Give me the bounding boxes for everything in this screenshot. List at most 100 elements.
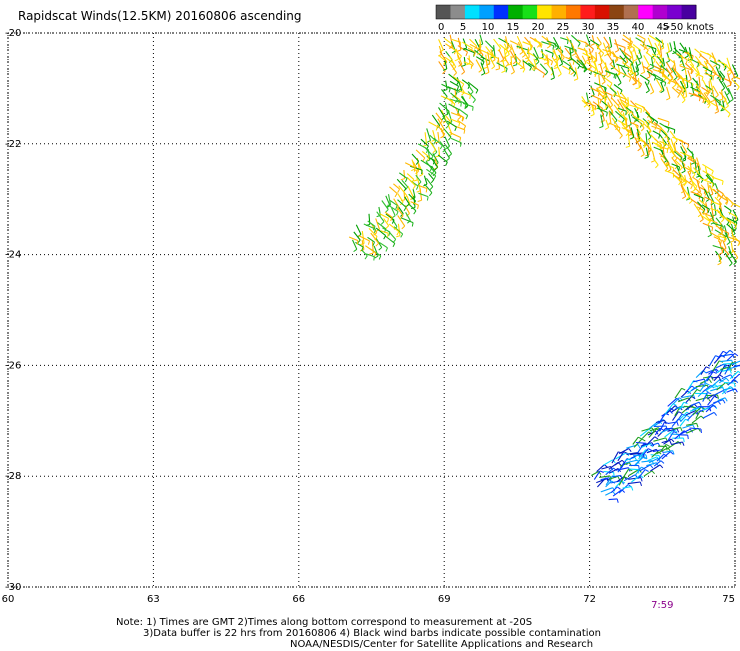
- wind-barb-flag: [642, 439, 645, 441]
- wind-barb: [368, 237, 375, 242]
- wind-barb: [672, 164, 680, 167]
- wind-barb-flag: [698, 63, 699, 67]
- wind-barb-flag: [462, 84, 464, 88]
- wind-barb: [615, 460, 623, 465]
- wind-barb-flag: [624, 48, 625, 52]
- wind-barb-flag: [448, 137, 451, 140]
- wind-barb-flag: [433, 150, 436, 153]
- wind-barb-flag: [702, 198, 703, 202]
- wind-barb-flag: [462, 72, 465, 75]
- wind-barb: [724, 206, 731, 211]
- wind-barb-flag: [369, 253, 373, 254]
- wind-barb: [494, 45, 495, 57]
- wind-barb-flag: [502, 71, 506, 73]
- wind-barb-flag: [578, 43, 580, 46]
- wind-barb: [546, 57, 553, 61]
- wind-barb-flag: [401, 234, 403, 237]
- wind-barb-flag: [725, 398, 727, 402]
- wind-barb-flag: [622, 119, 624, 122]
- wind-barb: [424, 176, 427, 185]
- wind-barb: [705, 74, 714, 77]
- wind-barb: [497, 63, 508, 69]
- note-line-3: NOAA/NESDIS/Center for Satellite Applica…: [290, 639, 593, 651]
- wind-barb-flag: [686, 60, 687, 64]
- wind-barb-flag: [457, 50, 461, 52]
- wind-barb: [597, 37, 601, 44]
- wind-barb-flag: [479, 70, 482, 73]
- wind-barb-flag: [379, 248, 382, 251]
- legend-color-swatch: [653, 5, 668, 19]
- wind-barb-flag: [413, 186, 415, 189]
- wind-barb-flag: [646, 91, 649, 93]
- wind-barb-flag: [682, 197, 685, 199]
- wind-barb: [629, 469, 638, 470]
- wind-barb-flag: [692, 56, 693, 60]
- wind-barb: [688, 70, 691, 79]
- wind-barb: [635, 108, 639, 117]
- wind-barb-flag: [687, 415, 690, 417]
- wind-barb-flag: [506, 51, 508, 55]
- wind-barb: [429, 122, 438, 127]
- wind-barb-flag: [677, 422, 678, 426]
- wind-barb-flag: [558, 74, 561, 76]
- wind-barb-flag: [473, 107, 474, 111]
- wind-barb: [626, 460, 638, 463]
- wind-barb-flag: [703, 199, 704, 203]
- wind-barb-flag: [630, 137, 634, 139]
- wind-barb-flag: [374, 257, 375, 261]
- lat-tick-label: -24: [5, 250, 21, 261]
- wind-barb-flag: [365, 256, 367, 259]
- wind-barb-flag: [682, 388, 686, 390]
- wind-barb-flag: [492, 66, 495, 69]
- wind-barb-flag: [682, 69, 685, 71]
- wind-barb-flag: [429, 193, 432, 196]
- wind-barb-flag: [714, 65, 717, 67]
- wind-barb: [665, 126, 675, 130]
- wind-barb-flag: [520, 68, 524, 69]
- wind-barb: [439, 39, 444, 50]
- wind-barb: [427, 128, 431, 140]
- wind-barb-flag: [729, 263, 732, 266]
- wind-barb-flag: [626, 111, 627, 115]
- wind-barb-flag: [700, 219, 703, 221]
- wind-barb: [591, 86, 594, 95]
- wind-barb-flag: [388, 233, 389, 237]
- wind-barb-flag: [466, 64, 470, 65]
- wind-barb-flag: [682, 160, 686, 161]
- wind-barb-flag: [641, 109, 642, 113]
- legend-tick-label: 30: [582, 22, 595, 33]
- wind-barb-flag: [655, 49, 656, 53]
- wind-barb-flag: [712, 183, 713, 187]
- wind-barb: [439, 107, 445, 117]
- wind-barb-flag: [624, 452, 628, 454]
- wind-barb-flag: [460, 138, 461, 142]
- wind-barb-flag: [397, 212, 399, 216]
- wind-barb-flag: [573, 61, 574, 65]
- wind-barb-flag: [466, 116, 468, 120]
- wind-barb-flag: [620, 136, 623, 139]
- wind-barb-flag: [541, 44, 542, 48]
- wind-barb: [680, 43, 685, 51]
- wind-barb: [667, 53, 670, 61]
- wind-barb-flag: [434, 152, 437, 155]
- wind-barb: [349, 237, 358, 241]
- lat-tick-label: -20: [5, 28, 21, 39]
- wind-barb-flag: [629, 78, 630, 82]
- wind-barb: [696, 385, 708, 386]
- legend-color-swatch: [494, 5, 509, 19]
- lon-tick-label: 63: [147, 594, 160, 605]
- wind-barb-flag: [668, 146, 669, 150]
- wind-barb-flag: [714, 412, 716, 415]
- wind-barb: [587, 93, 589, 102]
- wind-barb-flag: [684, 438, 685, 442]
- wind-barb-flag: [615, 50, 619, 52]
- wind-barb: [712, 177, 723, 181]
- wind-barb: [584, 48, 589, 59]
- wind-barb-flag: [431, 180, 434, 183]
- wind-barb-flag: [449, 154, 452, 157]
- wind-barb-flag: [660, 129, 661, 133]
- wind-barb-flag: [665, 83, 666, 87]
- swath-southwest-arm: [349, 74, 478, 260]
- wind-barb: [650, 83, 654, 92]
